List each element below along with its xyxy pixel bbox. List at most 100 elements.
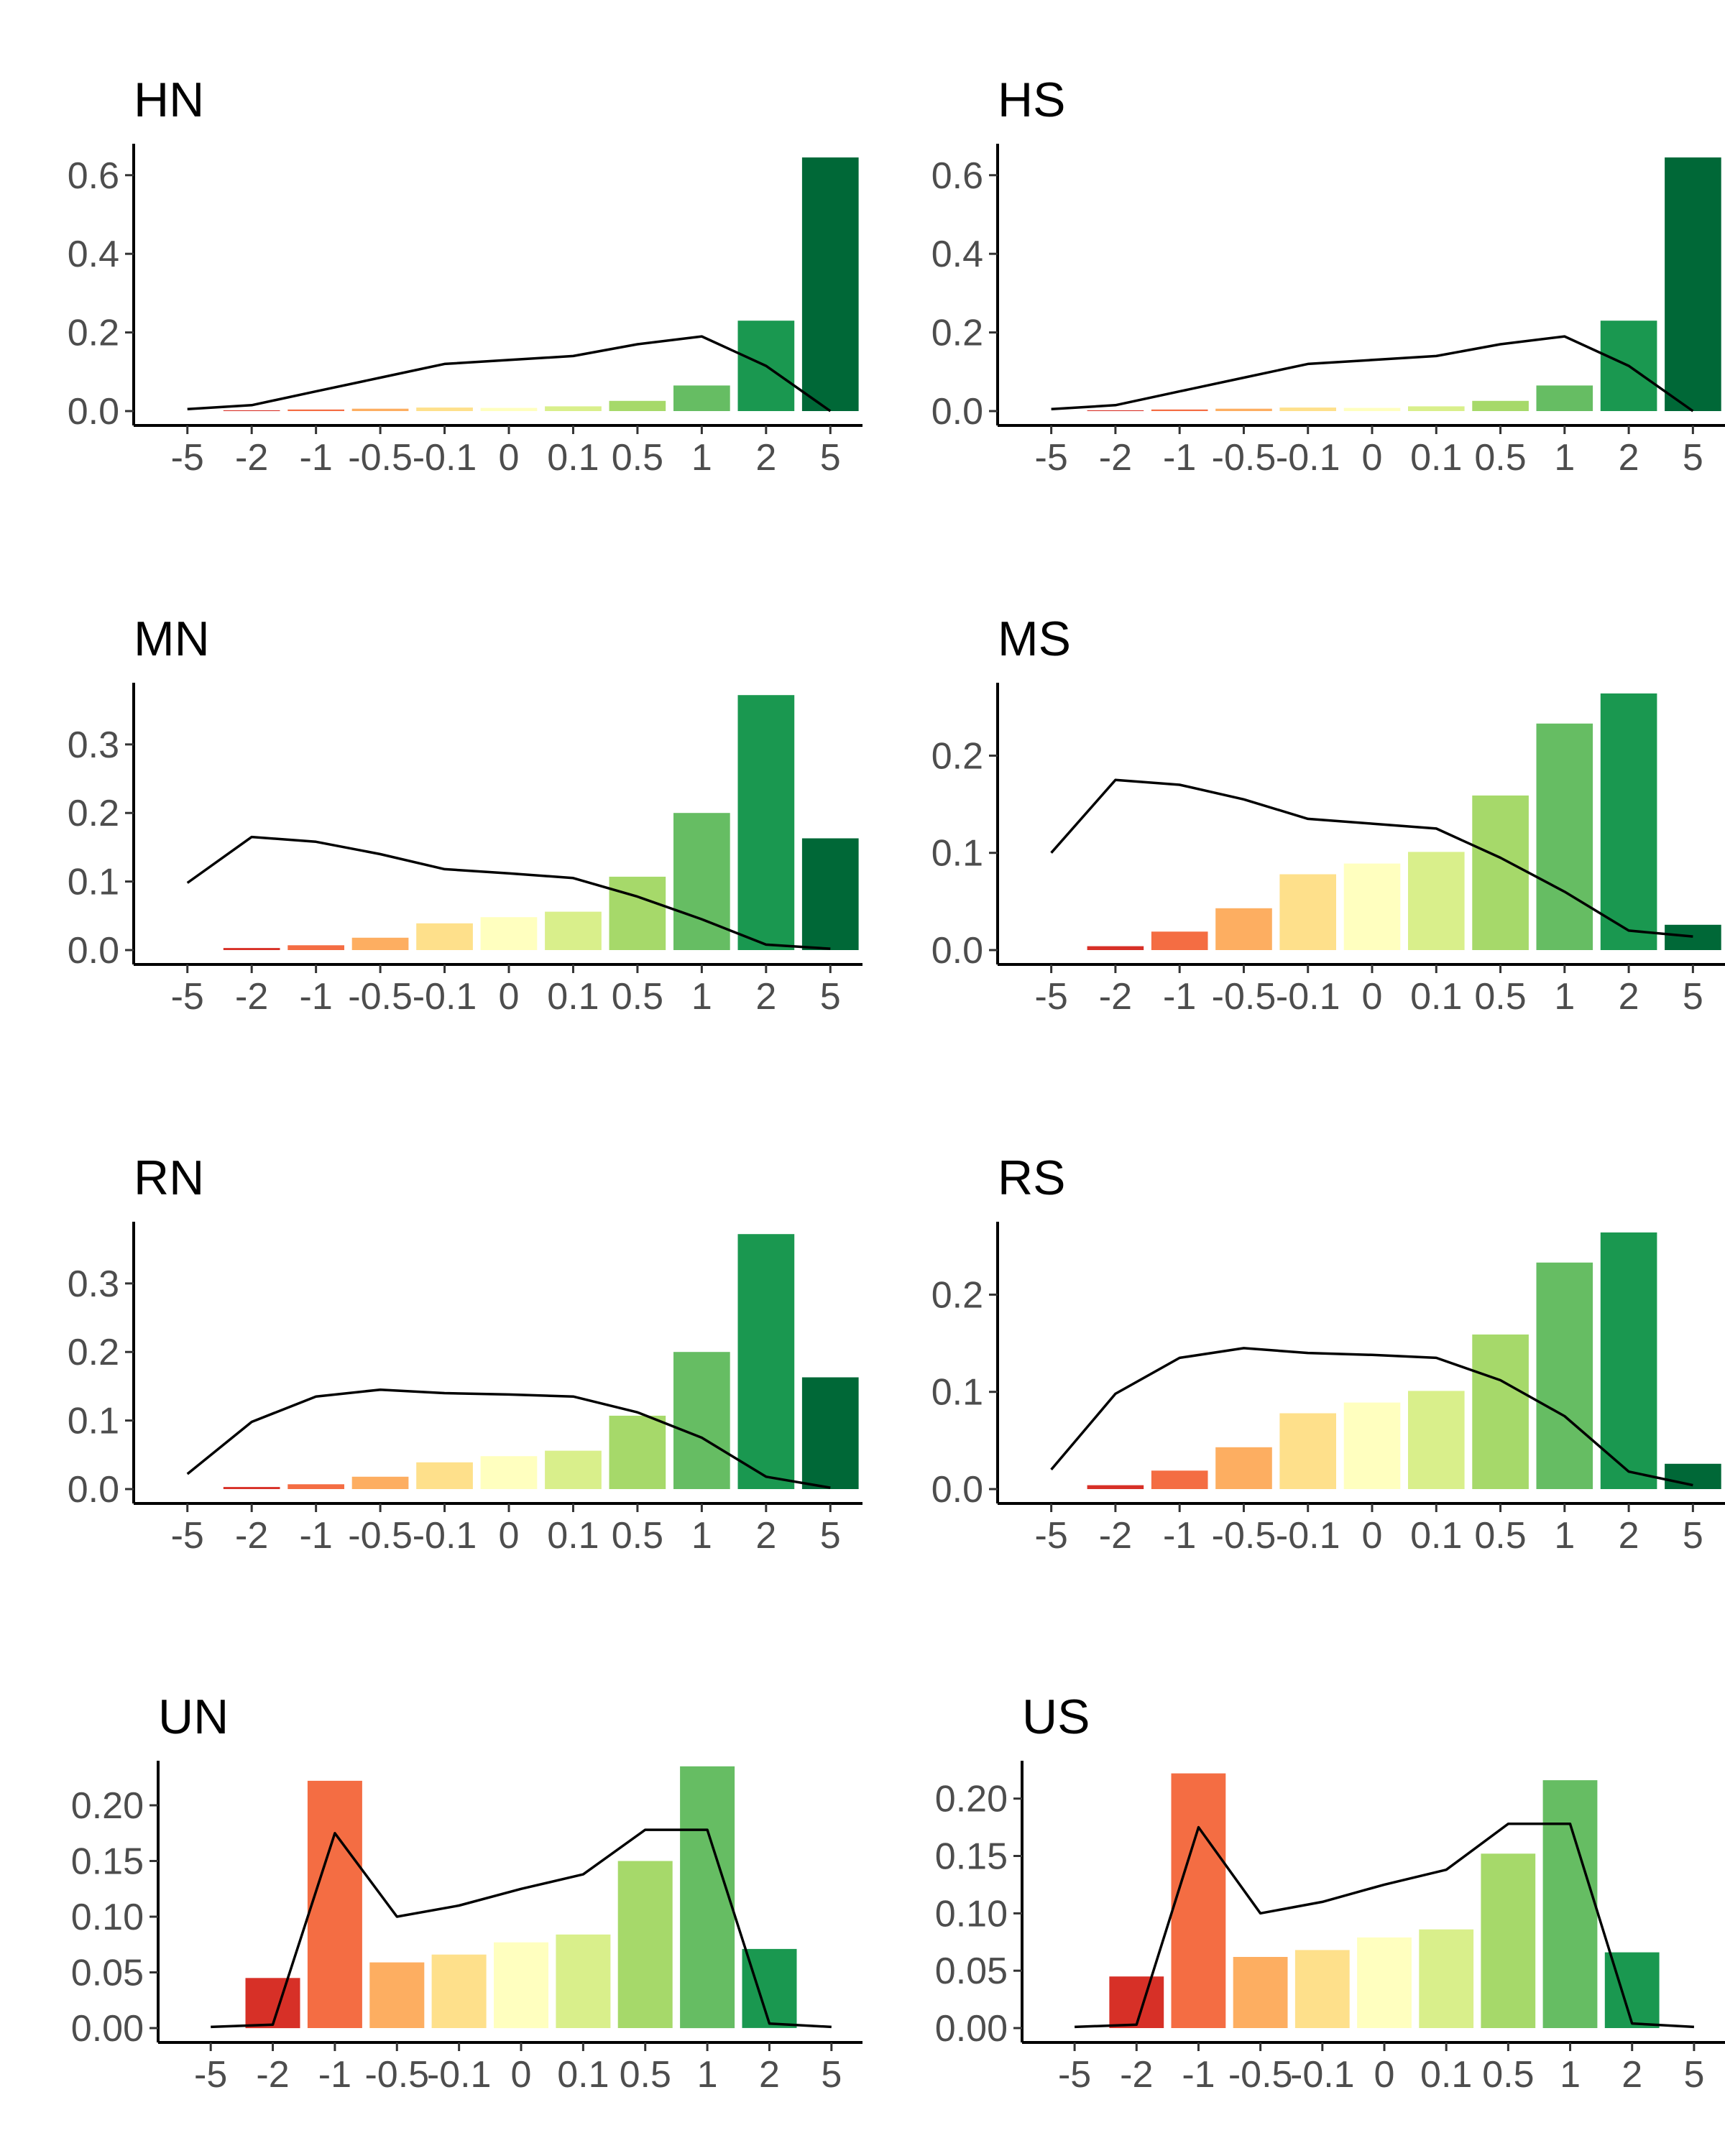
x-tick-label-rs-2: -1 (1163, 1515, 1196, 1557)
y-tick-label-un-0: 0.00 (71, 2008, 144, 2050)
x-tick-label-us-3: -0.5 (1228, 2054, 1293, 2096)
y-tick-label-mn-3: 0.3 (68, 724, 119, 766)
x-tick-label-mn-2: -1 (300, 976, 333, 1018)
bar-mn-10 (801, 838, 859, 950)
y-tick-label-rn-2: 0.2 (68, 1332, 119, 1373)
x-tick-label-rn-4: -0.1 (413, 1515, 477, 1557)
bar-rs-2 (1151, 1470, 1208, 1489)
x-tick-label-rs-8: 1 (1554, 1515, 1575, 1557)
bar-rs-8 (1536, 1262, 1593, 1489)
x-tick-label-ms-4: -0.1 (1276, 976, 1340, 1018)
x-tick-label-un-5: 0 (511, 2054, 532, 2096)
x-tick-label-ms-7: 0.5 (1474, 976, 1526, 1018)
bar-hn-4 (416, 407, 473, 411)
x-tick-label-un-6: 0.1 (557, 2054, 609, 2096)
x-tick-label-hs-8: 1 (1554, 437, 1575, 479)
bar-rn-9 (737, 1234, 795, 1489)
y-tick-label-hn-0: 0.0 (68, 391, 119, 433)
bar-rn-8 (673, 1352, 730, 1489)
y-tick-label-ms-1: 0.1 (932, 833, 983, 875)
x-tick-label-us-1: -2 (1120, 2054, 1153, 2096)
x-tick-label-rs-7: 0.5 (1474, 1515, 1526, 1557)
x-tick-label-un-10: 5 (821, 2054, 842, 2096)
bar-rs-5 (1343, 1402, 1401, 1489)
x-tick-label-rs-1: -2 (1099, 1515, 1132, 1557)
x-tick-label-us-4: -0.1 (1290, 2054, 1355, 2096)
x-tick-label-hn-4: -0.1 (413, 437, 477, 479)
bar-hs-8 (1536, 385, 1593, 411)
x-tick-label-mn-1: -2 (235, 976, 268, 1018)
panel-title: MS (998, 612, 1071, 666)
bar-ms-7 (1472, 795, 1529, 950)
x-tick-label-us-7: 0.5 (1482, 2054, 1534, 2096)
x-tick-label-rn-5: 0 (499, 1515, 520, 1557)
x-tick-label-un-1: -2 (256, 2054, 289, 2096)
x-tick-label-hs-0: -5 (1035, 437, 1068, 479)
x-tick-label-us-6: 0.1 (1420, 2054, 1472, 2096)
bar-rn-7 (609, 1415, 666, 1489)
x-tick-label-hn-1: -2 (235, 437, 268, 479)
bar-us-4 (1294, 1950, 1350, 2028)
bar-mn-3 (351, 937, 409, 950)
bar-mn-8 (673, 813, 730, 950)
y-tick-label-hs-1: 0.2 (932, 313, 983, 354)
line-hn (187, 335, 832, 413)
panel-ms: MS 0.0 0.1 0.2 -5 -2 -1 -0.5 -0.1 0 0.1 0.5 1 2 5 (932, 612, 1725, 1018)
x-tick-label-us-2: -1 (1182, 2054, 1215, 2096)
bar-ms-8 (1536, 723, 1593, 950)
bar-hn-7 (609, 400, 666, 411)
bar-rs-10 (1665, 1463, 1721, 1489)
x-tick-label-us-0: -5 (1058, 2054, 1091, 2096)
x-tick-label-rn-0: -5 (171, 1515, 204, 1557)
x-tick-label-un-3: -0.5 (364, 2054, 429, 2096)
bar-rs-9 (1600, 1232, 1657, 1489)
y-tick-label-rn-3: 0.3 (68, 1263, 119, 1305)
x-tick-label-us-5: 0 (1374, 2054, 1395, 2096)
x-tick-label-hs-5: 0 (1362, 437, 1383, 479)
y-tick-label-rs-2: 0.2 (932, 1274, 983, 1316)
x-tick-label-un-7: 0.5 (620, 2054, 671, 2096)
y-tick-label-rn-1: 0.1 (68, 1401, 119, 1442)
panel-rs: RS 0.0 0.1 0.2 -5 -2 -1 -0.5 -0.1 0 0.1 0.5 1 2 5 (932, 1151, 1725, 1557)
x-tick-label-rn-2: -1 (300, 1515, 333, 1557)
x-tick-label-hs-7: 0.5 (1474, 437, 1526, 479)
x-tick-label-mn-4: -0.1 (413, 976, 477, 1018)
y-tick-label-us-3: 0.15 (935, 1836, 1008, 1878)
x-tick-label-rs-6: 0.1 (1410, 1515, 1462, 1557)
line-mn (186, 835, 831, 950)
x-tick-label-mn-10: 5 (820, 976, 841, 1018)
y-tick-label-hn-3: 0.6 (68, 155, 119, 197)
x-tick-label-rn-8: 1 (691, 1515, 712, 1557)
x-tick-label-ms-10: 5 (1683, 976, 1703, 1018)
x-tick-label-mn-6: 0.1 (547, 976, 599, 1018)
x-tick-label-rs-3: -0.5 (1212, 1515, 1276, 1557)
bar-ms-9 (1600, 693, 1657, 950)
y-tick-label-hs-0: 0.0 (932, 391, 983, 433)
x-tick-label-hs-10: 5 (1683, 437, 1703, 479)
panel-us: US0.000.050.100.150.20-5 -2 -1 -0.5-0.1 0 0.1… (935, 1690, 1725, 2096)
panel-hs: HS 0.0 0.2 0.4 0.6 -5 -2 -1 -0.5 -0.1 0 0.1 0.5 1 2 5 (932, 73, 1725, 479)
line-hs (1051, 335, 1694, 413)
x-tick-label-us-9: 2 (1622, 2054, 1642, 2096)
panel-un: UN0.000.050.100.150.20-5 -2 -1 -0.5-0.1 0 0.1… (71, 1690, 862, 2096)
x-tick-label-hn-10: 5 (820, 437, 841, 479)
x-tick-label-ms-1: -2 (1099, 976, 1132, 1018)
bar-rs-4 (1279, 1413, 1336, 1489)
bar-hn-6 (545, 406, 602, 411)
y-tick-label-un-1: 0.05 (71, 1953, 144, 1994)
bar-hs-3 (1215, 408, 1272, 411)
bar-rs-7 (1472, 1334, 1529, 1489)
y-tick-label-us-2: 0.10 (935, 1893, 1008, 1935)
x-tick-label-rs-10: 5 (1683, 1515, 1703, 1557)
x-tick-label-un-4: -0.1 (427, 2054, 492, 2096)
x-tick-label-hn-3: -0.5 (348, 437, 413, 479)
x-tick-label-mn-5: 0 (499, 976, 520, 1018)
bar-mn-1 (223, 948, 280, 950)
y-tick-label-un-3: 0.15 (71, 1841, 144, 1883)
y-tick-label-rn-0: 0.0 (68, 1469, 119, 1511)
x-tick-label-un-9: 2 (759, 2054, 780, 2096)
bar-un-7 (617, 1861, 673, 2028)
x-tick-label-hn-5: 0 (499, 437, 520, 479)
x-tick-label-mn-7: 0.5 (612, 976, 663, 1018)
bar-hn-3 (351, 408, 409, 411)
